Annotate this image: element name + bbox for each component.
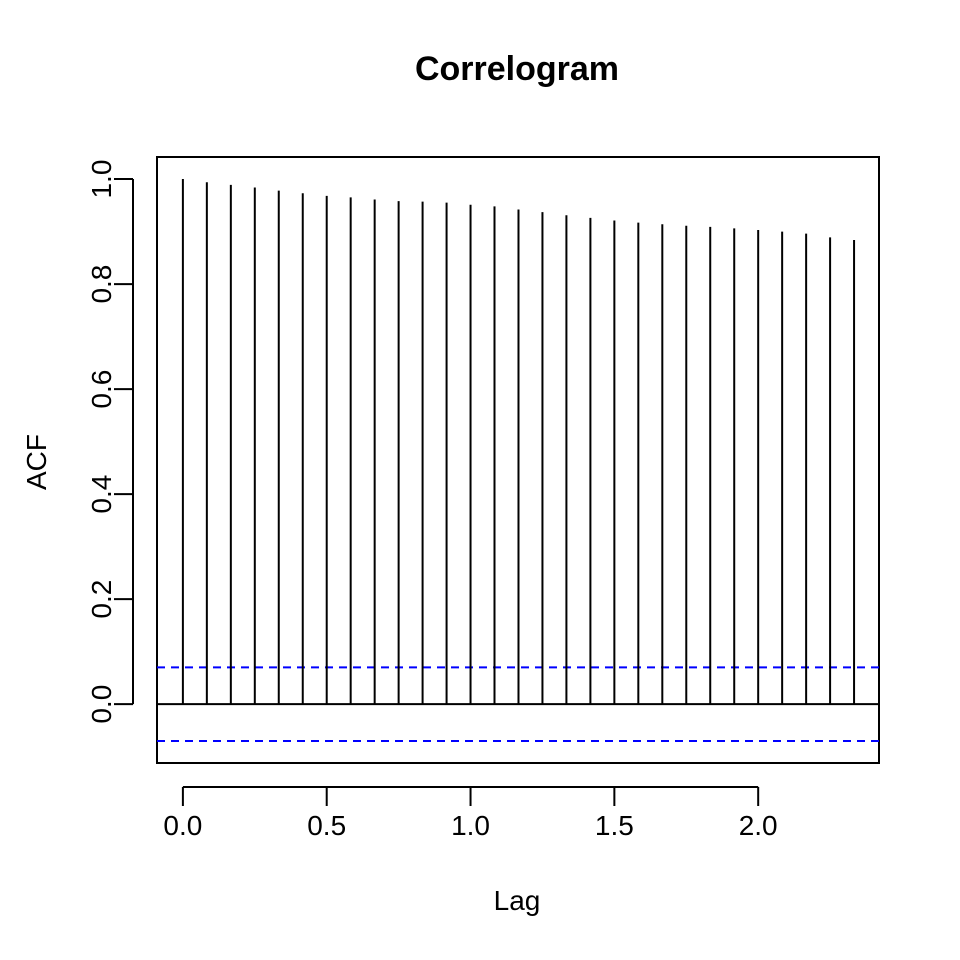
plot-frame: [156, 156, 880, 764]
x-tick-label: 0.5: [307, 810, 346, 841]
y-tick-label: 0.4: [86, 475, 117, 514]
x-tick-label: 1.0: [451, 810, 490, 841]
x-tick-label: 0.0: [163, 810, 202, 841]
x-tick-label: 2.0: [739, 810, 778, 841]
plot-area: 0.0 0.5 1.0 1.5 2.0 0.0 0.2 0.4 0.6 0.8 1.0: [86, 156, 880, 841]
y-tick-label: 1.0: [86, 160, 117, 199]
y-tick-label: 0.6: [86, 370, 117, 409]
y-tick-label: 0.2: [86, 580, 117, 619]
x-tick-label: 1.5: [595, 810, 634, 841]
y-tick-label: 0.8: [86, 265, 117, 304]
y-axis-label: ACF: [21, 434, 52, 490]
y-tick-label: 0.0: [86, 685, 117, 724]
x-axis-label: Lag: [494, 885, 541, 916]
chart-title: Correlogram: [415, 50, 619, 88]
